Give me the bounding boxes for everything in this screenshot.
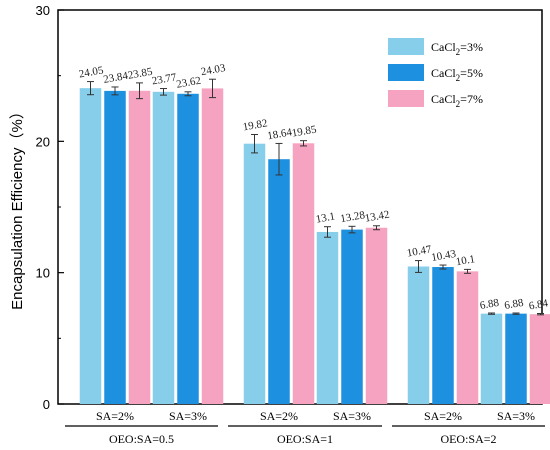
data-label-2-3: 13.42 [364,209,390,225]
error-bar-0-0 [87,81,94,96]
y-tick-label-10: 10 [36,266,50,281]
x-category-label-3: SA=3% [333,409,371,423]
error-bar-1-0 [111,86,119,96]
data-label-1-3: 13.28 [339,209,366,225]
data-label-1-2: 18.64 [266,126,293,142]
error-bar-2-1 [209,78,216,99]
group-label-0: OEO:SA=0.5 [109,432,174,446]
data-label-0-1: 23.77 [151,71,178,87]
bars-layer [79,88,550,405]
data-label-0-2: 19.82 [242,117,268,133]
legend-label-1: CaCl2=5% [431,66,483,83]
legend-label-2: CaCl2=7% [431,92,483,109]
data-label-2-1: 24.03 [200,62,227,78]
bar-2-3 [365,227,388,404]
bar-1-3 [341,229,363,404]
data-label-1-5: 6.88 [503,297,525,312]
error-bar-1-5 [512,312,520,315]
error-bar-0-5 [488,312,495,315]
error-bar-0-2 [251,134,258,154]
bar-1-5 [505,313,527,404]
y-tick-label-30: 30 [36,3,50,18]
data-labels-layer: 24.05 23.77 19.82 13.1 10.47 6.88 23.84 23.62 18… [78,62,550,313]
data-label-2-5: 6.84 [528,297,550,312]
error-bar-1-4 [439,264,447,270]
x-category-label-5: SA=3% [497,409,535,423]
bar-2-4 [456,271,479,404]
bar-2-1 [201,88,224,404]
error-bar-2-4 [464,268,471,274]
error-bar-0-1 [160,88,167,96]
bar-2-5 [529,314,550,404]
data-label-2-2: 19.85 [291,123,318,139]
legend-swatch-2 [388,90,424,107]
error-bar-2-5 [537,313,544,316]
bar-1-4 [432,267,454,404]
group-label-2: OEO:SA=2 [440,432,496,446]
error-bar-2-3 [373,225,380,231]
bar-0-2 [243,143,266,404]
error-bar-1-3 [348,225,356,234]
bar-1-1 [177,93,199,405]
legend-swatch-1 [388,64,424,81]
y-axis-title: Encapsulation Efficiency（%） [9,104,26,310]
bar-0-3 [316,231,339,404]
x-category-label-4: SA=2% [424,409,462,423]
legend-swatch-0 [388,38,424,55]
error-bar-0-3 [324,226,331,238]
data-label-2-0: 23.85 [127,66,154,82]
group-label-1: OEO:SA=1 [277,432,333,446]
bar-0-5 [480,313,503,404]
bar-2-0 [128,90,151,405]
x-category-label-1: SA=3% [169,409,207,423]
error-bar-0-4 [415,260,422,273]
data-label-0-0: 24.05 [78,64,105,80]
x-category-label-2: SA=2% [260,409,298,423]
y-tick-label-20: 20 [36,134,50,149]
bar-0-0 [79,88,102,404]
x-category-label-0: SA=2% [96,409,134,423]
error-bar-2-2 [300,140,307,147]
error-bar-2-0 [136,82,143,100]
bar-0-4 [407,266,430,404]
data-label-1-4: 10.43 [430,248,457,264]
data-label-2-4: 10.1 [455,253,476,268]
bar-2-2 [292,143,315,404]
error-bar-1-1 [184,91,192,97]
bar-0-1 [152,91,175,404]
legend: CaCl2=3% CaCl2=5% CaCl2=7% [388,38,483,109]
legend-label-0: CaCl2=3% [431,40,483,57]
axes-layer: 0 10 20 30 Encapsulation Efficiency（%） SA=2% S… [9,3,545,446]
bar-1-2 [268,159,290,404]
y-tick-label-0: 0 [43,397,50,412]
data-label-1-1: 23.62 [175,75,201,91]
data-label-0-4: 10.47 [406,243,433,259]
error-bars-layer [87,78,544,316]
bar-1-0 [104,90,126,404]
error-bar-1-2 [275,142,283,176]
data-label-0-3: 13.1 [315,210,336,225]
data-label-0-5: 6.88 [479,297,501,312]
data-label-1-0: 23.84 [102,70,129,86]
